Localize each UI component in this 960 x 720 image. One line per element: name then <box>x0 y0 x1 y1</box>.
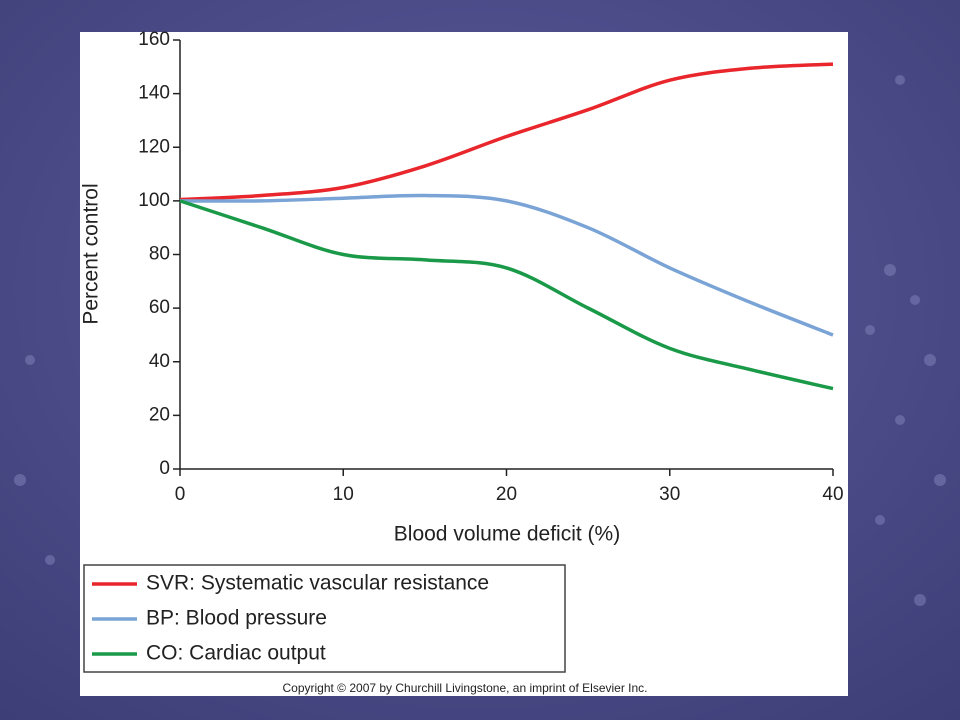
y-tick-label: 20 <box>149 404 170 425</box>
decor-dots <box>14 75 946 606</box>
y-tick-label: 140 <box>138 83 170 104</box>
series-line <box>179 199 834 391</box>
legend-label: CO: Cardiac output <box>146 642 326 665</box>
x-axis-label: Blood volume deficit (%) <box>394 523 620 546</box>
legend-box <box>83 564 566 673</box>
y-axis-label: Percent control <box>80 183 103 324</box>
series-line <box>179 193 834 337</box>
y-tick-label: 40 <box>149 351 170 372</box>
y-tick-label: 60 <box>149 297 170 318</box>
y-tick-label: 160 <box>138 29 170 50</box>
y-tick-label: 80 <box>149 244 170 265</box>
copyright: Copyright © 2007 by Churchill Livingston… <box>282 681 647 695</box>
x-tick-label: 10 <box>333 484 354 505</box>
y-tick-label: 120 <box>138 136 170 157</box>
x-tick-label: 20 <box>496 484 517 505</box>
x-tick-label: 40 <box>822 484 843 505</box>
series-line <box>179 62 834 202</box>
y-tick-label: 0 <box>159 458 170 479</box>
y-tick-label: 100 <box>138 190 170 211</box>
legend-label: SVR: Systematic vascular resistance <box>146 572 489 595</box>
x-tick-label: 30 <box>659 484 680 505</box>
legend-label: BP: Blood pressure <box>146 607 327 630</box>
x-tick-label: 0 <box>175 484 186 505</box>
